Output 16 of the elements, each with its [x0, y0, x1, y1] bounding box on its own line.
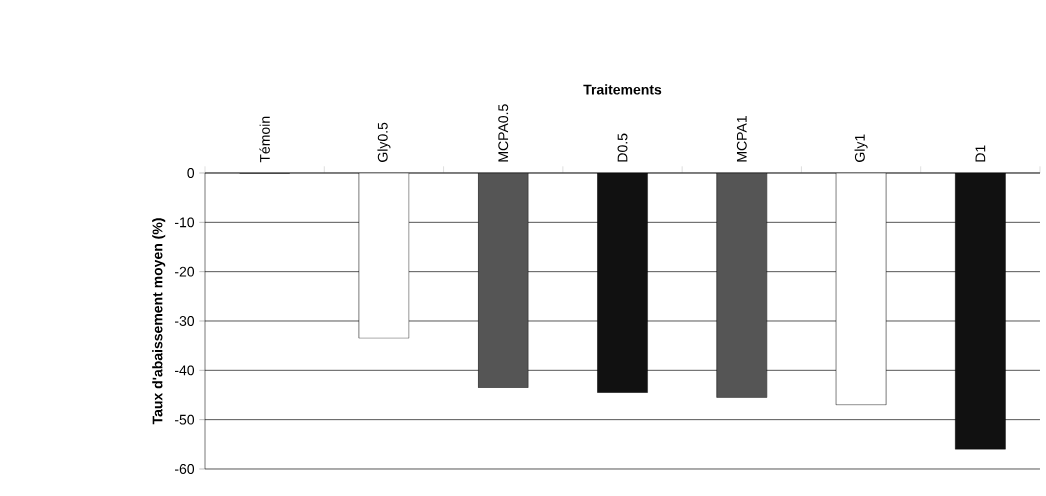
x-tick-label: D0.5	[617, 133, 628, 162]
x-tick-label: MCPA1	[736, 116, 747, 162]
x-tick-label: Témoin	[259, 116, 270, 163]
y-tick-label: -10	[175, 217, 195, 228]
y-tick-label: -50	[175, 414, 195, 425]
y-tick-label: -20	[175, 266, 195, 277]
y-tick-label: -60	[175, 464, 195, 474]
x-tick-label: MCPA0.5	[498, 104, 509, 162]
y-axis-title: Taux d'abaissement moyen (%)	[152, 218, 166, 425]
x-tick-label: D1	[975, 145, 986, 162]
x-tick-label: Gly0.5	[377, 122, 391, 162]
y-tick-label: -30	[175, 316, 195, 326]
y-tick-label: 0	[187, 168, 195, 178]
x-axis-title: Traitements	[583, 84, 662, 95]
x-tick-label: Gly1	[854, 134, 868, 162]
y-tick-label: -40	[175, 365, 195, 376]
